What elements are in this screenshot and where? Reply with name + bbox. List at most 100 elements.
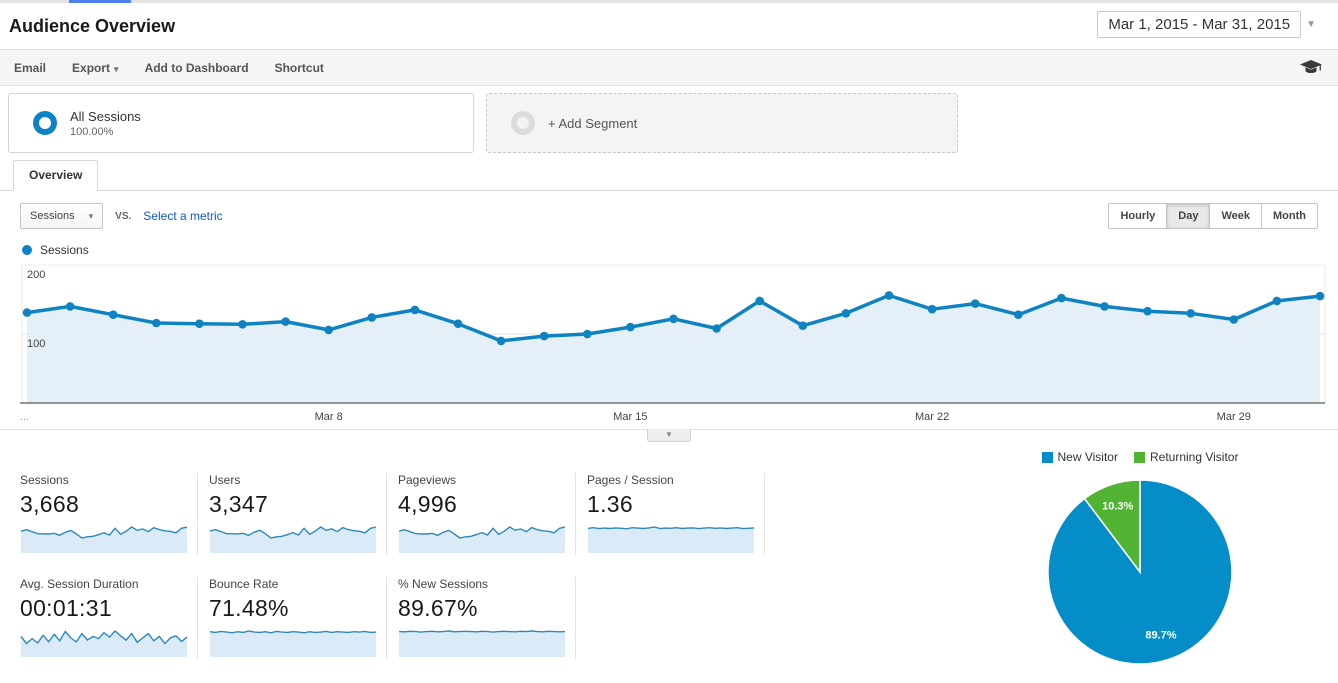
data-point-mar-12[interactable] bbox=[496, 336, 506, 346]
segment-title: All Sessions bbox=[70, 108, 141, 124]
data-point-mar-31[interactable] bbox=[1315, 291, 1325, 301]
date-range-value[interactable]: Mar 1, 2015 - Mar 31, 2015 bbox=[1097, 11, 1302, 38]
sparkline-fill bbox=[210, 527, 376, 553]
sparkline-fill bbox=[399, 631, 565, 657]
pie-legend-item-returning-visitor[interactable]: Returning Visitor bbox=[1133, 450, 1238, 464]
data-point-mar-22[interactable] bbox=[927, 304, 937, 314]
metric-value: 89.67% bbox=[398, 595, 478, 621]
sessions-area-fill bbox=[27, 295, 1320, 403]
data-point-mar-4[interactable] bbox=[152, 318, 161, 328]
metric-selector-dropdown[interactable]: Sessions ▾ bbox=[20, 203, 104, 229]
sparkline-fill bbox=[21, 631, 187, 657]
metric-cards-row: Sessions 3,668 Users 3,347 Pageviews 4,996 Pag… bbox=[20, 473, 1338, 555]
data-point-mar-2[interactable] bbox=[65, 302, 75, 311]
chevron-down-icon: ▼ bbox=[1306, 19, 1316, 30]
add-segment-button[interactable]: + Add Segment bbox=[486, 93, 958, 153]
metric-selector-value: Sessions bbox=[30, 210, 75, 222]
data-point-mar-6[interactable] bbox=[238, 320, 247, 329]
data-point-mar-5[interactable] bbox=[195, 319, 204, 328]
chart-legend: Sessions bbox=[0, 229, 1338, 263]
data-point-mar-13[interactable] bbox=[539, 331, 549, 341]
data-point-mar-1[interactable] bbox=[22, 308, 32, 317]
sparkline-fill bbox=[588, 527, 754, 553]
metric-card-avg-session-duration: Avg. Session Duration 00:01:31 bbox=[20, 577, 198, 659]
legend-swatch-icon bbox=[1041, 451, 1053, 463]
pie-legend-item-new-visitor[interactable]: New Visitor bbox=[1041, 450, 1118, 464]
data-point-mar-3[interactable] bbox=[108, 310, 118, 319]
data-point-mar-28[interactable] bbox=[1186, 309, 1195, 318]
data-point-mar-15[interactable] bbox=[626, 322, 635, 332]
data-point-mar-8[interactable] bbox=[324, 325, 334, 335]
page-title: Audience Overview bbox=[9, 16, 176, 36]
metric-label: % New Sessions bbox=[398, 577, 489, 591]
export-button[interactable]: Export ▾ bbox=[72, 60, 119, 75]
collapse-chart-button[interactable]: ▼ bbox=[647, 429, 691, 442]
metric-card-users: Users 3,347 bbox=[209, 473, 387, 555]
data-point-mar-10[interactable] bbox=[410, 305, 420, 315]
sparkline-line bbox=[209, 630, 377, 634]
add-segment-label: + Add Segment bbox=[548, 115, 638, 131]
metric-cards-row: Avg. Session Duration 00:01:31 Bounce Rate… bbox=[20, 577, 1338, 659]
add-to-dashboard-button[interactable]: Add to Dashboard bbox=[144, 60, 249, 75]
sparkline-line bbox=[398, 630, 566, 633]
metric-value: 1.36 bbox=[587, 491, 633, 517]
metric-value: 3,347 bbox=[209, 491, 269, 517]
data-point-mar-7[interactable] bbox=[281, 317, 290, 326]
data-point-mar-27[interactable] bbox=[1143, 306, 1152, 316]
pie-data-label: 89.7% bbox=[1145, 630, 1176, 642]
data-point-mar-14[interactable] bbox=[583, 329, 592, 339]
segment-all-sessions[interactable]: All Sessions 100.00% bbox=[8, 93, 474, 153]
page-header: Audience Overview Mar 1, 2015 - Mar 31, … bbox=[0, 3, 1338, 49]
visitor-type-pie-chart[interactable]: 89.7% 10.3% bbox=[1040, 474, 1240, 674]
data-point-mar-9[interactable] bbox=[367, 313, 377, 322]
y-axis-label: 100 bbox=[27, 338, 45, 350]
pie-data-label: 10.3% bbox=[1102, 501, 1133, 513]
granularity-week-button[interactable]: Week bbox=[1210, 203, 1263, 229]
email-button[interactable]: Email bbox=[14, 60, 47, 75]
sparkline-fill bbox=[399, 527, 565, 553]
pie-slice-returning-visitor[interactable] bbox=[1083, 479, 1141, 575]
data-point-mar-16[interactable] bbox=[669, 314, 678, 324]
metric-card-pages-session: Pages / Session 1.36 bbox=[587, 473, 765, 555]
data-point-mar-26[interactable] bbox=[1100, 302, 1109, 311]
data-point-mar-24[interactable] bbox=[1014, 310, 1023, 319]
x-axis-label-ellipsis: ... bbox=[20, 411, 29, 423]
sparkline-line bbox=[20, 630, 188, 645]
data-point-mar-17[interactable] bbox=[712, 324, 721, 333]
tutorial-button[interactable] bbox=[1300, 60, 1322, 75]
chart-controls: Sessions ▾ VS. Select a metric Hourly Day… bbox=[0, 191, 1338, 229]
data-point-mar-21[interactable] bbox=[884, 291, 894, 300]
segment-percent: 100.00% bbox=[70, 125, 114, 138]
date-range-picker[interactable]: Mar 1, 2015 - Mar 31, 2015 ▼ bbox=[1097, 11, 1316, 38]
granularity-month-button[interactable]: Month bbox=[1262, 203, 1318, 229]
visitor-type-pie-block: New Visitor Returning Visitor 89.7% 10.3% bbox=[990, 450, 1290, 674]
chevron-down-icon: ▾ bbox=[88, 210, 94, 221]
sparkline-line bbox=[20, 526, 188, 539]
segment-donut-icon-gray bbox=[511, 111, 535, 135]
tab-strip: Overview bbox=[0, 160, 1338, 191]
tab-overview[interactable]: Overview bbox=[13, 160, 99, 191]
granularity-day-button[interactable]: Day bbox=[1167, 203, 1211, 229]
data-point-mar-30[interactable] bbox=[1272, 296, 1282, 306]
metric-sparkline bbox=[209, 526, 377, 553]
x-axis-label: Mar 22 bbox=[915, 411, 949, 423]
metric-label: Bounce Rate bbox=[209, 577, 279, 591]
data-point-mar-29[interactable] bbox=[1229, 315, 1239, 324]
segments-row: All Sessions 100.00% + Add Segment bbox=[0, 86, 1338, 153]
data-point-mar-18[interactable] bbox=[755, 296, 764, 306]
shortcut-button[interactable]: Shortcut bbox=[274, 60, 324, 75]
sessions-line-chart[interactable]: 200 100... Mar 8 Mar 15 Mar 22 Mar 29 bbox=[0, 263, 1338, 425]
metric-label: Pageviews bbox=[398, 473, 457, 487]
data-point-mar-23[interactable] bbox=[970, 299, 980, 308]
data-point-mar-25[interactable] bbox=[1057, 293, 1066, 303]
metric-value: 00:01:31 bbox=[20, 595, 112, 621]
metric-card-sessions: Sessions 3,668 bbox=[20, 473, 198, 555]
x-axis-label: Mar 8 bbox=[315, 411, 343, 423]
granularity-hourly-button[interactable]: Hourly bbox=[1108, 203, 1168, 229]
action-toolbar: Email Export ▾ Add to Dashboard Shortcut bbox=[0, 49, 1338, 86]
data-point-mar-20[interactable] bbox=[841, 309, 851, 318]
data-point-mar-11[interactable] bbox=[453, 319, 463, 328]
data-point-mar-19[interactable] bbox=[798, 321, 808, 330]
metric-card--new-sessions: % New Sessions 89.67% bbox=[398, 577, 576, 659]
select-a-metric-link[interactable]: Select a metric bbox=[143, 209, 223, 223]
